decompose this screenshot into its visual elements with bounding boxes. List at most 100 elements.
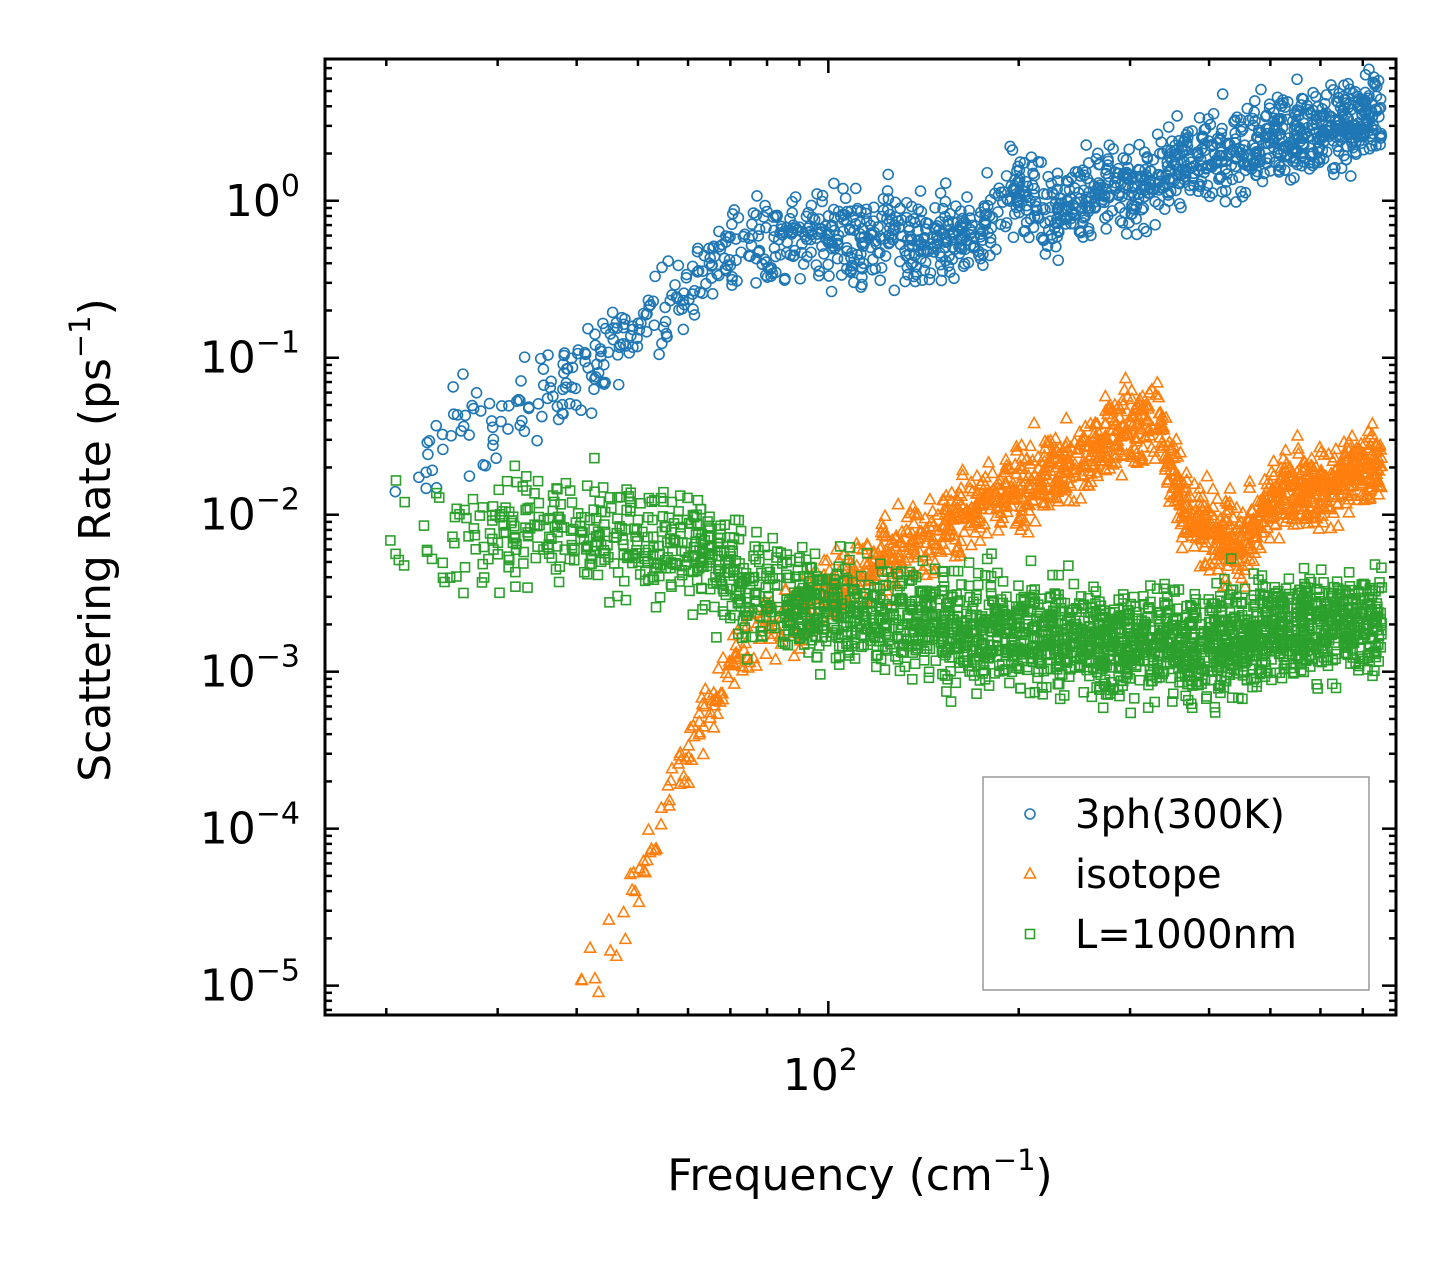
data-point <box>1051 212 1063 225</box>
data-point <box>1005 180 1018 192</box>
data-point <box>426 464 439 477</box>
data-point <box>885 532 900 546</box>
data-point <box>1015 683 1026 694</box>
data-point <box>1103 139 1116 151</box>
data-point <box>736 632 748 644</box>
data-point <box>1266 467 1281 481</box>
data-point <box>948 272 960 285</box>
data-point <box>1086 441 1101 455</box>
data-point <box>860 215 873 227</box>
data-point <box>923 273 936 286</box>
data-point <box>625 882 639 895</box>
data-point <box>1077 184 1090 197</box>
data-point <box>706 685 721 698</box>
data-point <box>774 227 786 239</box>
data-point <box>518 558 529 569</box>
data-point <box>928 246 940 258</box>
data-point <box>1238 579 1252 592</box>
data-point <box>998 474 1013 488</box>
data-point <box>1051 217 1064 230</box>
data-point <box>592 366 605 379</box>
data-point <box>983 502 997 515</box>
data-point <box>950 200 962 212</box>
data-point <box>1188 160 1200 172</box>
data-point <box>687 303 699 316</box>
data-point <box>1307 86 1319 99</box>
data-point <box>592 569 604 581</box>
data-point <box>1096 181 1109 193</box>
data-point <box>733 514 745 526</box>
data-point <box>1037 233 1050 245</box>
data-point <box>574 972 589 985</box>
data-point <box>1363 481 1377 495</box>
data-point <box>1080 139 1092 151</box>
data-point <box>713 694 728 707</box>
data-point <box>430 419 443 432</box>
data-point <box>717 606 729 617</box>
data-point <box>1046 186 1059 199</box>
data-point <box>1048 188 1060 201</box>
data-point <box>997 487 1012 501</box>
data-point <box>1323 520 1338 534</box>
data-point <box>1333 473 1348 486</box>
data-point <box>745 239 758 252</box>
data-point <box>420 482 432 495</box>
data-point <box>885 231 897 243</box>
data-point <box>1219 195 1232 208</box>
data-point <box>1026 159 1038 172</box>
data-point <box>1172 163 1184 176</box>
data-point <box>1051 175 1064 187</box>
data-point <box>837 225 849 238</box>
data-point <box>601 912 616 925</box>
data-point <box>1122 162 1134 174</box>
data-point <box>986 489 1001 502</box>
data-point <box>900 249 912 262</box>
data-point <box>837 182 849 195</box>
data-point <box>1004 677 1015 689</box>
data-point <box>510 395 523 407</box>
data-point <box>1273 166 1285 178</box>
data-point <box>915 205 928 218</box>
data-point <box>1160 169 1172 181</box>
data-point <box>537 363 550 375</box>
data-point <box>763 549 774 561</box>
data-point <box>1034 468 1049 482</box>
data-point <box>1033 666 1044 678</box>
data-point <box>837 576 851 590</box>
data-point <box>723 253 736 266</box>
data-point <box>1019 452 1034 465</box>
data-point <box>532 520 543 532</box>
data-point <box>1354 436 1368 449</box>
data-point <box>1357 130 1370 143</box>
data-point <box>1245 503 1260 517</box>
data-point <box>771 552 782 563</box>
data-point <box>1081 463 1096 477</box>
data-point <box>1261 157 1273 170</box>
data-point <box>1290 428 1305 441</box>
data-point <box>682 492 693 504</box>
data-point <box>1133 138 1146 151</box>
data-point <box>692 727 707 740</box>
data-point <box>1242 617 1254 629</box>
data-point <box>1102 155 1115 168</box>
data-point <box>1288 107 1301 120</box>
data-point <box>696 746 711 760</box>
data-point <box>633 324 646 336</box>
data-point <box>509 460 521 472</box>
data-point <box>1099 462 1113 476</box>
data-point <box>588 971 602 984</box>
data-point <box>672 259 685 272</box>
data-point <box>1170 510 1185 524</box>
data-point <box>1173 445 1188 458</box>
data-point <box>703 704 718 718</box>
data-point <box>732 598 744 609</box>
data-point <box>894 202 906 215</box>
data-point <box>1334 487 1349 500</box>
data-point <box>656 261 668 274</box>
data-point <box>1312 521 1326 534</box>
data-point <box>900 545 915 558</box>
data-point <box>1284 174 1297 186</box>
data-point <box>888 284 901 297</box>
data-point <box>1058 690 1070 701</box>
data-point <box>1100 164 1113 176</box>
